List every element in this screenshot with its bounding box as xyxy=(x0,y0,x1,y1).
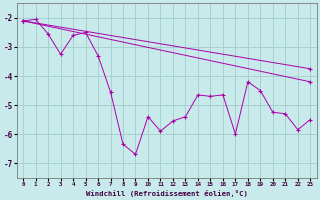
X-axis label: Windchill (Refroidissement éolien,°C): Windchill (Refroidissement éolien,°C) xyxy=(86,190,248,197)
